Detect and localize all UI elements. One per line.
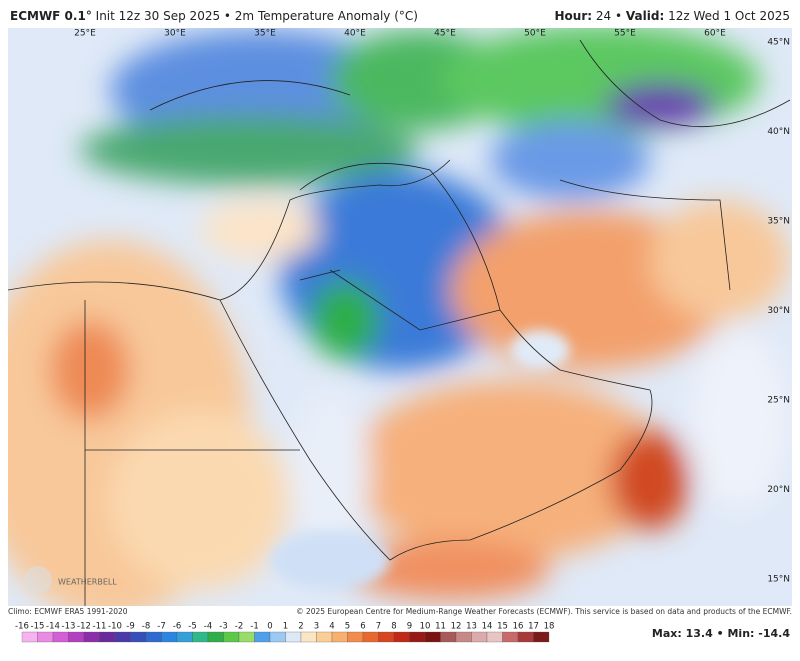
header-left: ECMWF 0.1° Init 12z 30 Sep 2025 • 2m Tem… — [10, 9, 418, 23]
colorbar-swatch — [145, 631, 162, 643]
lat-label: 15°N — [767, 575, 790, 585]
colorbar-swatch — [409, 631, 426, 643]
colorbar-label: 11 — [435, 622, 446, 632]
lat-label: 30°N — [767, 306, 790, 316]
lon-label: 40°E — [344, 29, 366, 39]
lon-label: 25°E — [74, 29, 96, 39]
colorbar-swatch — [440, 631, 457, 643]
lon-label: 30°E — [164, 29, 186, 39]
colorbar-swatch — [176, 631, 193, 643]
lon-label: 55°E — [614, 29, 636, 39]
colorbar-label: 12 — [451, 622, 462, 632]
lat-label: 25°N — [767, 396, 790, 406]
colorbar-swatch — [254, 631, 271, 643]
colorbar-swatch — [161, 631, 178, 643]
colorbar-label: 9 — [407, 622, 412, 632]
colorbar-swatch — [393, 631, 410, 643]
colorbar-swatch — [223, 631, 240, 643]
colorbar-label: 13 — [466, 622, 477, 632]
colorbar-swatch — [114, 631, 131, 643]
colorbar-swatch — [347, 631, 364, 643]
colorbar-label: 14 — [482, 622, 493, 632]
lon-label: 45°E — [434, 29, 456, 39]
lon-label: 35°E — [254, 29, 276, 39]
lat-label: 35°N — [767, 217, 790, 227]
colorbar-label: -15 — [31, 622, 45, 632]
colorbar-swatch — [238, 631, 255, 643]
climo: Climo: ECMWF ERA5 1991-2020 — [8, 607, 128, 616]
lon-label: 60°E — [704, 29, 726, 39]
lat-label: 20°N — [767, 485, 790, 495]
colorbar-label: -7 — [157, 622, 165, 632]
logo-text: WEATHERBELL — [58, 578, 117, 587]
header-right: Hour: 24 • Valid: 12z Wed 1 Oct 2025 — [555, 9, 790, 23]
colorbar-label: 0 — [267, 622, 272, 632]
colorbar-swatch — [533, 631, 550, 643]
max-min: Max: 13.4 • Min: -14.4 — [652, 627, 790, 640]
colorbar-swatch — [424, 631, 441, 643]
colorbar-swatch — [455, 631, 472, 643]
colorbar-swatch — [37, 631, 54, 643]
colorbar-label: -14 — [46, 622, 60, 632]
colorbar-label: -2 — [235, 622, 243, 632]
logo: WEATHERBELL — [24, 566, 117, 594]
colorbar-swatch — [316, 631, 333, 643]
colorbar-label: -9 — [126, 622, 134, 632]
colorbar-swatch — [207, 631, 224, 643]
colorbar-label: 7 — [376, 622, 381, 632]
colorbar-swatch — [471, 631, 488, 643]
colorbar-swatch — [192, 631, 209, 643]
colorbar-label: 2 — [298, 622, 303, 632]
colorbar-swatch — [130, 631, 147, 643]
map: WEATHERBELL — [8, 28, 792, 606]
colorbar-label: -3 — [219, 622, 227, 632]
colorbar-label: 10 — [420, 622, 431, 632]
colorbar-swatch — [502, 631, 519, 643]
colorbar-label: -12 — [77, 622, 91, 632]
colorbar-swatch — [68, 631, 85, 643]
colorbar-label: 15 — [497, 622, 508, 632]
colorbar-swatch — [300, 631, 317, 643]
colorbar-swatch — [285, 631, 302, 643]
colorbar-label: 3 — [314, 622, 319, 632]
colorbar-label: -13 — [62, 622, 76, 632]
colorbar-swatch — [52, 631, 69, 643]
colorbar-swatch — [83, 631, 100, 643]
colorbar-label: 6 — [360, 622, 365, 632]
colorbar-swatch — [517, 631, 534, 643]
colorbar-label: 5 — [345, 622, 350, 632]
colorbar-swatch — [362, 631, 379, 643]
colorbar-label: -16 — [15, 622, 29, 632]
lon-label: 50°E — [524, 29, 546, 39]
colorbar-swatch — [378, 631, 395, 643]
colorbar-label: 18 — [544, 622, 555, 632]
colorbar-swatch — [331, 631, 348, 643]
colorbar-swatch — [486, 631, 503, 643]
lat-label: 40°N — [767, 127, 790, 137]
lat-label: 45°N — [767, 38, 790, 48]
colorbar-label: -1 — [250, 622, 258, 632]
colorbar-swatch — [269, 631, 286, 643]
colorbar-label: 4 — [329, 622, 334, 632]
colorbar-label: -5 — [188, 622, 196, 632]
colorbar-label: 1 — [283, 622, 288, 632]
colorbar-swatch — [99, 631, 116, 643]
colorbar-label: -4 — [204, 622, 212, 632]
colorbar-label: 16 — [513, 622, 524, 632]
colorbar-label: 8 — [391, 622, 396, 632]
colorbar-label: -8 — [142, 622, 150, 632]
copyright: © 2025 European Centre for Medium-Range … — [296, 607, 792, 616]
colorbar-label: -10 — [108, 622, 122, 632]
colorbar-label: -6 — [173, 622, 181, 632]
colorbar-swatch — [21, 631, 38, 643]
colorbar-label: -11 — [93, 622, 107, 632]
colorbar-label: 17 — [528, 622, 539, 632]
